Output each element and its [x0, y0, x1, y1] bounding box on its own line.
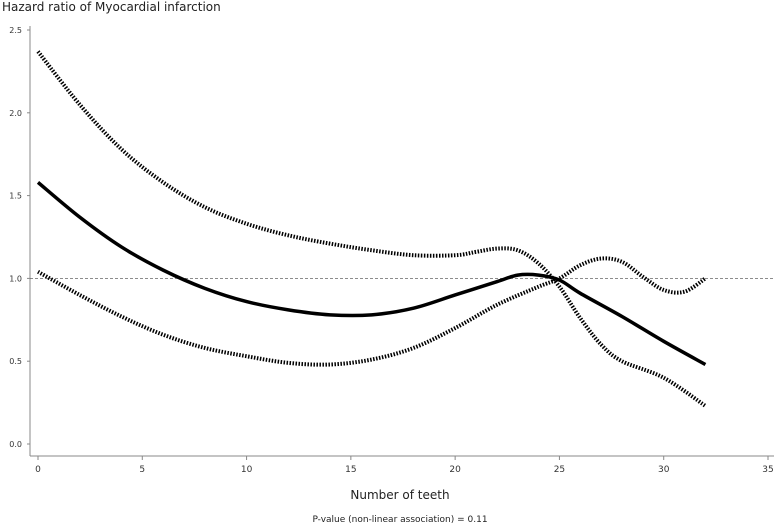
footnote: P-value (non-linear association) = 0.11 [312, 515, 488, 525]
y-tick-label: 1.0 [9, 274, 22, 283]
series-lines [36, 50, 707, 408]
x-tick-label: 10 [241, 465, 253, 475]
x-axis-label: Number of teeth [350, 488, 450, 502]
y-tick-label: 1.5 [9, 192, 22, 201]
y-tick-label: 0.5 [9, 357, 22, 366]
axes: 0.0 0.5 1.0 1.5 2.0 2.5 0 5 10 15 20 25 30 35 [9, 26, 774, 475]
y-tick-label: 0.0 [9, 440, 22, 449]
chart-title: Hazard ratio of Myocardial infarction [2, 0, 221, 14]
x-tick-label: 20 [449, 465, 461, 475]
x-tick-label: 30 [658, 465, 670, 475]
hazard-ratio-line [36, 181, 707, 367]
upper-ci-line [36, 50, 707, 408]
y-tick-label: 2.0 [9, 109, 22, 118]
x-tick-label: 35 [762, 465, 773, 475]
y-tick-label: 2.5 [9, 26, 22, 35]
x-tick-label: 15 [345, 465, 356, 475]
lower-ci-line [37, 256, 707, 367]
x-tick-label: 5 [139, 465, 145, 475]
x-tick-label: 0 [35, 465, 41, 475]
x-tick-label: 25 [554, 465, 565, 475]
